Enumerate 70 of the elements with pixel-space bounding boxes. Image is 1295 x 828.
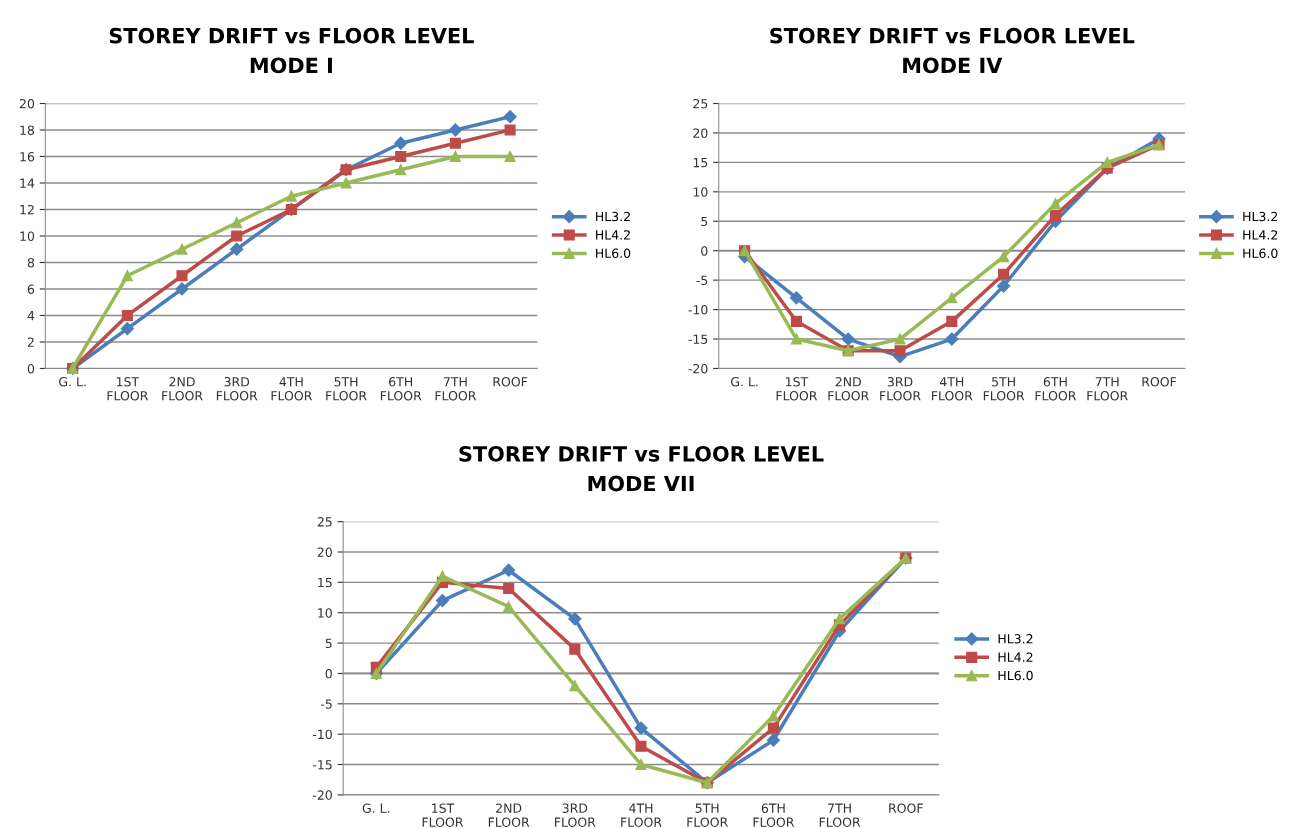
x-tick-label: ROOF bbox=[493, 377, 528, 387]
y-tick-label: 2 bbox=[27, 337, 34, 347]
x-tick-label: 4TH FLOOR bbox=[932, 377, 973, 401]
x-tick-label: 5TH FLOOR bbox=[326, 377, 367, 401]
x-tick-label: 1ST FLOOR bbox=[107, 377, 149, 401]
x-tick-label: 6TH FLOOR bbox=[753, 803, 795, 827]
x-tick-label: ROOF bbox=[1142, 377, 1177, 387]
x-tick-label: 7TH FLOOR bbox=[1087, 377, 1128, 401]
x-tick-label: 5TH FLOOR bbox=[983, 377, 1025, 401]
x-tick-label: 4TH FLOOR bbox=[621, 803, 662, 827]
x-tick-label: 2ND FLOOR bbox=[488, 803, 530, 827]
chart-title: STOREY DRIFT vs FLOOR LEVEL MODE IV bbox=[770, 27, 1135, 74]
x-tick-label: G. L. bbox=[362, 803, 390, 813]
legend-label: HL6.0 bbox=[998, 670, 1033, 681]
y-tick-label: 25 bbox=[317, 517, 332, 527]
x-tick-label: 6TH FLOOR bbox=[380, 377, 422, 401]
y-tick-label: -5 bbox=[320, 699, 332, 709]
x-tick-label: 3RD FLOOR bbox=[216, 377, 258, 401]
x-tick-label: 6TH FLOOR bbox=[1035, 377, 1077, 401]
x-tick-label: 7TH FLOOR bbox=[819, 803, 861, 827]
y-tick-label: 18 bbox=[20, 125, 35, 135]
y-tick-label: 20 bbox=[19, 98, 35, 109]
x-tick-label: 4TH FLOOR bbox=[271, 377, 313, 401]
x-tick-label: G. L. bbox=[731, 377, 758, 387]
y-tick-label: 14 bbox=[20, 178, 35, 188]
x-tick-label: 3RD FLOOR bbox=[555, 803, 596, 827]
x-tick-label: ROOF bbox=[889, 803, 923, 813]
legend-label: HL4.2 bbox=[1243, 230, 1278, 240]
y-tick-label: 15 bbox=[693, 158, 708, 168]
y-tick-label: 25 bbox=[693, 98, 708, 109]
y-tick-label: 6 bbox=[27, 284, 35, 294]
chart-title: STOREY DRIFT vs FLOOR LEVEL MODE I bbox=[109, 27, 474, 74]
x-tick-label: 5TH FLOOR bbox=[687, 803, 728, 827]
y-tick-label: 12 bbox=[20, 204, 34, 215]
y-tick-label: -20 bbox=[688, 363, 708, 374]
x-tick-label: 1ST FLOOR bbox=[776, 377, 818, 401]
y-tick-label: -20 bbox=[312, 790, 332, 800]
y-tick-label: 15 bbox=[318, 578, 332, 588]
y-tick-label: 20 bbox=[693, 128, 708, 138]
x-tick-label: 7TH FLOOR bbox=[435, 377, 477, 401]
y-tick-label: 20 bbox=[317, 547, 332, 557]
legend-label: HL6.0 bbox=[596, 248, 631, 258]
y-tick-label: 4 bbox=[27, 311, 35, 321]
x-tick-label: 1ST FLOOR bbox=[422, 803, 464, 827]
y-tick-label: 8 bbox=[27, 257, 35, 268]
legend-label: HL6.0 bbox=[1243, 248, 1278, 258]
x-tick-label: 2ND FLOOR bbox=[162, 377, 203, 401]
y-tick-label: 10 bbox=[318, 608, 332, 618]
legend-label: HL4.2 bbox=[998, 652, 1033, 662]
y-tick-label: -15 bbox=[312, 760, 332, 770]
y-tick-label: 10 bbox=[20, 231, 35, 241]
y-tick-label: 5 bbox=[325, 638, 332, 649]
x-tick-label: 3RD FLOOR bbox=[880, 377, 921, 401]
y-tick-label: 16 bbox=[20, 151, 35, 162]
chart-title: STOREY DRIFT vs FLOOR LEVEL MODE VII bbox=[459, 445, 824, 492]
x-tick-label: G. L. bbox=[59, 377, 86, 387]
y-tick-label: 5 bbox=[701, 216, 708, 227]
y-tick-label: -5 bbox=[696, 275, 708, 286]
y-tick-label: 0 bbox=[27, 363, 35, 374]
legend-label: HL3.2 bbox=[998, 634, 1033, 644]
y-tick-label: 0 bbox=[325, 668, 332, 679]
x-tick-label: 2ND FLOOR bbox=[828, 377, 869, 401]
y-tick-label: 10 bbox=[693, 187, 708, 197]
legend-label: HL3.2 bbox=[1243, 211, 1278, 222]
y-tick-label: -10 bbox=[688, 305, 708, 315]
y-tick-label: -10 bbox=[312, 729, 332, 740]
legend-label: HL3.2 bbox=[596, 211, 630, 222]
y-tick-label: 0 bbox=[701, 246, 708, 256]
legend-label: HL4.2 bbox=[596, 230, 630, 240]
y-tick-label: -15 bbox=[688, 334, 708, 344]
